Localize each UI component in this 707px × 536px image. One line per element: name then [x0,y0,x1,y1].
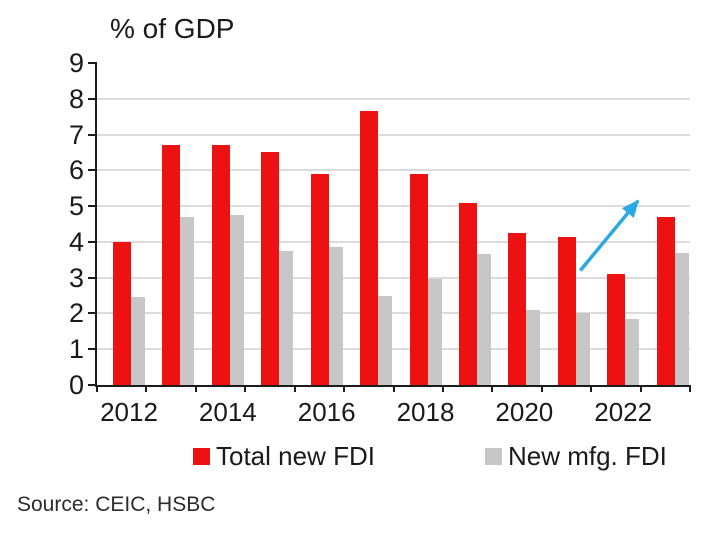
x-axis-label-2022: 2022 [594,397,653,427]
bar-new-mfg-fdi-2017 [378,295,393,385]
bar-total-new-fdi-2012 [113,241,132,385]
y-tick-5 [88,205,97,208]
bar-new-mfg-fdi-2012 [131,297,146,385]
x-tick-4 [293,385,296,392]
gridline-3 [97,276,690,279]
y-tick-7 [88,133,97,136]
bar-new-mfg-fdi-2016 [328,247,343,385]
x-axis-label-2012: 2012 [100,397,158,427]
x-axis-label-2018: 2018 [396,397,455,427]
y-axis-label-6: 6 [68,155,84,186]
x-axis-label-2020: 2020 [495,397,554,427]
y-tick-1 [88,348,97,351]
bar-new-mfg-fdi-2015 [279,250,294,385]
y-axis-label-7: 7 [68,119,84,150]
bar-total-new-fdi-2020 [508,232,527,385]
bar-new-mfg-fdi-2018 [427,279,442,385]
x-tick-2 [194,385,197,392]
x-tick-0 [96,385,98,392]
gridline-2 [97,312,690,315]
bar-new-mfg-fdi-2013 [180,216,195,385]
gridline-8 [97,97,690,100]
gridline-6 [97,169,690,172]
bar-total-new-fdi-2021 [557,236,576,385]
x-axis-label-2016: 2016 [297,397,356,427]
x-tick-12 [689,385,691,392]
x-tick-7 [441,385,444,392]
bar-total-new-fdi-2022 [607,274,626,385]
y-tick-4 [88,240,97,243]
chart-title: % of GDP [110,13,235,44]
x-tick-9 [540,385,543,392]
bar-new-mfg-fdi-2014 [229,215,244,385]
bar-total-new-fdi-2023 [656,216,675,385]
x-axis-line [95,385,690,387]
bar-new-mfg-fdi-2023 [674,252,689,385]
source-note: Source: CEIC, HSBC [17,493,216,516]
x-tick-5 [343,385,346,392]
bar-total-new-fdi-2014 [211,145,230,385]
x-tick-11 [639,385,642,392]
legend-label-new-mfg-fdi: New mfg. FDI [507,441,667,471]
bar-new-mfg-fdi-2021 [575,313,590,385]
bar-total-new-fdi-2018 [409,173,428,385]
x-tick-8 [491,385,494,392]
legend-swatch-red [193,448,210,465]
legend-swatch-gray [484,448,502,465]
y-tick-3 [88,276,97,279]
y-tick-0 [88,384,97,386]
chart-legend: Total new FDI New mfg. FDI [193,441,667,472]
y-axis-label-2: 2 [68,298,84,329]
legend-item-total-new-fdi: Total new FDI [193,441,375,472]
gridline-1 [97,348,690,351]
y-axis-line [95,63,97,387]
y-axis-label-4: 4 [68,226,84,257]
y-axis-label-0: 0 [68,370,84,400]
bar-new-mfg-fdi-2019 [476,254,491,385]
x-tick-3 [244,385,247,392]
y-tick-6 [88,169,97,172]
x-axis-label-2014: 2014 [198,397,257,427]
bar-total-new-fdi-2015 [261,152,280,385]
y-tick-2 [88,312,97,315]
y-axis-label-5: 5 [68,191,84,222]
x-tick-1 [145,385,148,392]
y-axis-label-9: 9 [68,48,84,78]
gridline-4 [97,240,690,243]
bar-total-new-fdi-2017 [360,111,379,385]
bar-total-new-fdi-2016 [310,173,329,385]
legend-item-new-mfg-fdi: New mfg. FDI [484,441,667,472]
y-axis-label-3: 3 [68,262,84,293]
bar-new-mfg-fdi-2020 [526,309,541,385]
x-tick-6 [392,385,395,392]
gridline-5 [97,205,690,208]
y-axis-label-1: 1 [68,334,84,365]
x-tick-10 [590,385,593,392]
gridline-7 [97,133,690,136]
y-axis-label-8: 8 [68,83,84,114]
legend-label-total-new-fdi: Total new FDI [216,441,375,471]
y-tick-8 [88,97,97,100]
y-tick-9 [88,62,97,64]
bar-total-new-fdi-2019 [458,202,477,385]
bar-total-new-fdi-2013 [162,145,181,385]
bar-new-mfg-fdi-2022 [625,318,640,385]
